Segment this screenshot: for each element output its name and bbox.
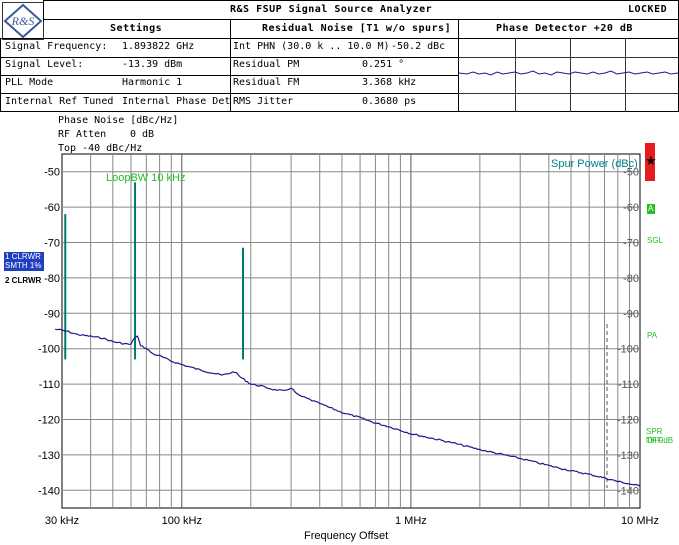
- settings-label: Signal Level:: [5, 59, 84, 70]
- rf-atten-label: RF Atten: [58, 129, 107, 140]
- trace1-indicator[interactable]: 1 CLRWR SMTH 1%: [4, 252, 44, 271]
- y-tick-label: -80: [44, 273, 60, 285]
- trace1-mode: 1 CLRWR: [5, 252, 41, 261]
- settings-label: Internal Ref Tuned: [5, 96, 114, 107]
- residual-label: Int PHN (30.0 k .. 10.0 M): [233, 41, 390, 52]
- y-tick-label-right: -120: [617, 415, 639, 427]
- marker-a-badge: A: [647, 204, 655, 214]
- residual-label: Residual FM: [233, 77, 300, 88]
- y-tick-label-right: -60: [623, 202, 639, 214]
- y-tick-label-right: -130: [617, 450, 639, 462]
- phase-detector-trace: [459, 70, 678, 76]
- y-tick-label-right: -110: [618, 379, 639, 391]
- x-tick-label: 10 MHz: [621, 515, 659, 527]
- plot-frame: [61, 153, 641, 509]
- y-tick-label-right: -140: [617, 485, 639, 497]
- y-tick-label: -120: [38, 415, 60, 427]
- top-reference-label: Top -40 dBc/Hz: [58, 143, 143, 154]
- residual-value: 3.368 kHz: [362, 77, 417, 88]
- trace2-indicator[interactable]: 2 CLRWR: [5, 276, 42, 285]
- phase-noise-trace: [54, 328, 641, 487]
- sgl-label: SGL: [647, 236, 664, 245]
- window-title: R&S FSUP Signal Source Analyzer: [230, 4, 433, 15]
- residual-header: Residual Noise [T1 w/o spurs]: [262, 23, 452, 34]
- x-tick-label: 1 MHz: [395, 515, 427, 527]
- y-tick-label-right: -90: [623, 308, 639, 320]
- settings-value: 1.893822 GHz: [122, 41, 195, 52]
- settings-label: PLL Mode: [5, 77, 54, 88]
- trace1-smoothing: SMTH 1%: [5, 261, 42, 270]
- x-axis-label: Frequency Offset: [304, 530, 389, 542]
- residual-label: Residual PM: [233, 59, 300, 70]
- threshold-label: TH 0dB: [646, 436, 674, 445]
- star-icon: ★: [645, 153, 657, 168]
- residual-value: -50.2 dBc: [391, 41, 446, 52]
- residual-label: RMS Jitter: [233, 96, 294, 107]
- y-tick-label: -50: [44, 167, 60, 179]
- settings-value: -13.39 dBm: [122, 59, 183, 70]
- settings-header: Settings: [110, 23, 163, 34]
- y-tick-label-right: -70: [623, 238, 639, 250]
- info-table: R&S R&S FSUP Signal Source Analyzer LOCK…: [0, 0, 679, 112]
- y-tick-label: -100: [38, 344, 60, 356]
- svg-text:R&S: R&S: [11, 14, 35, 28]
- residual-value: 0.251 °: [362, 59, 405, 70]
- settings-value: Internal Phase Det: [122, 96, 231, 107]
- residual-value: 0.3680 ps: [362, 96, 417, 107]
- x-tick-label: 100 kHz: [162, 515, 202, 527]
- alarm-indicator: [645, 143, 655, 181]
- y-tick-label: -60: [44, 202, 60, 214]
- pa-label: PA: [647, 331, 658, 340]
- spr-off-label: SPR OFF: [646, 427, 663, 445]
- spur-power-label: Spur Power (dBc): [551, 158, 638, 170]
- marker-a-label: A: [648, 204, 654, 213]
- loop-bw-annotation: LoopBW 10 kHz: [106, 172, 186, 184]
- rf-atten-value: 0 dB: [130, 129, 155, 140]
- y-tick-label: -110: [39, 379, 60, 391]
- y-tick-label: -70: [44, 238, 60, 250]
- phase-detector-header: Phase Detector +20 dB: [496, 23, 633, 34]
- y-tick-label-right: -50: [623, 167, 639, 179]
- y-tick-label-right: -100: [617, 344, 639, 356]
- x-tick-label: 30 kHz: [45, 515, 79, 527]
- y-tick-label: -140: [38, 485, 60, 497]
- y-tick-label-right: -80: [623, 273, 639, 285]
- y-tick-label: -130: [38, 450, 60, 462]
- settings-value: Harmonic 1: [122, 77, 183, 88]
- phase-noise-unit-label: Phase Noise [dBc/Hz]: [58, 115, 179, 126]
- lock-status: LOCKED: [628, 4, 668, 15]
- y-tick-label: -90: [44, 308, 60, 320]
- settings-label: Signal Frequency:: [5, 41, 108, 52]
